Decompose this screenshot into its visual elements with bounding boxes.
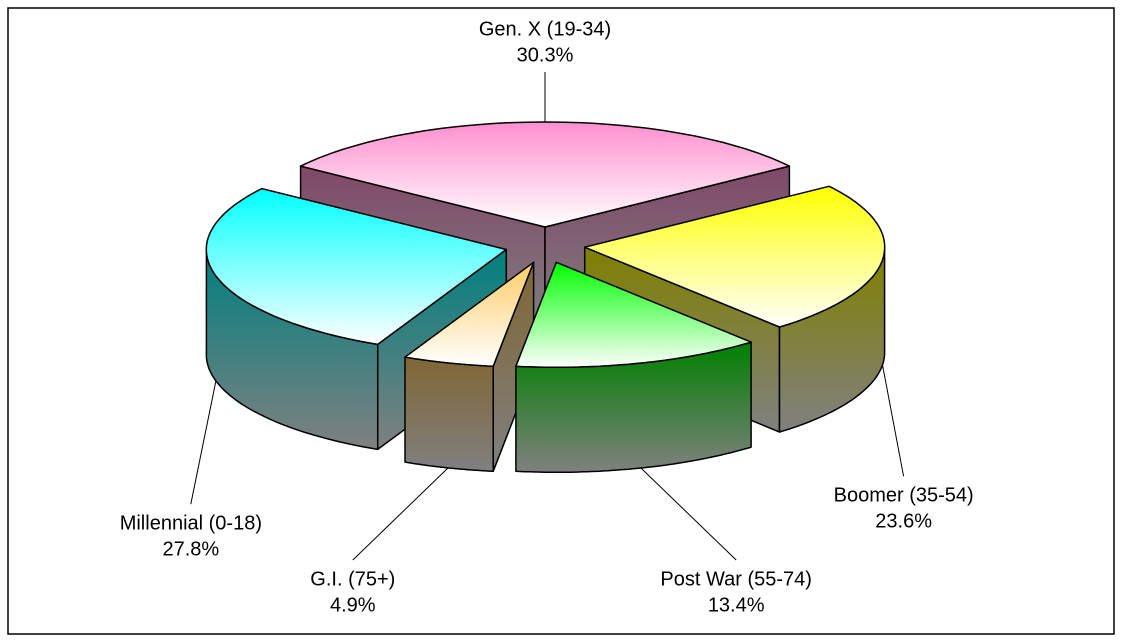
- slice-label: G.I. (75+): [310, 568, 395, 590]
- slice-label: Millennial (0-18): [120, 512, 262, 534]
- value-label: 4.9%: [330, 594, 376, 616]
- slice-top: [515, 261, 752, 369]
- slice-label: Boomer (35-54): [834, 485, 974, 507]
- slice-top: [205, 187, 508, 346]
- value-label: 27.8%: [162, 538, 219, 560]
- slice-top: [404, 261, 535, 368]
- value-label: 13.4%: [708, 594, 765, 616]
- value-label: 23.6%: [875, 511, 932, 533]
- leader-line: [352, 467, 449, 561]
- value-label: 30.3%: [517, 44, 574, 66]
- leader-line: [640, 467, 737, 561]
- slice-label: Post War (55-74): [660, 568, 812, 590]
- leader-line: [190, 380, 217, 505]
- slice-label: Gen. X (19-34): [479, 18, 611, 40]
- slice-wall: [404, 356, 494, 473]
- leader-line: [882, 364, 905, 477]
- slice-top: [583, 185, 886, 328]
